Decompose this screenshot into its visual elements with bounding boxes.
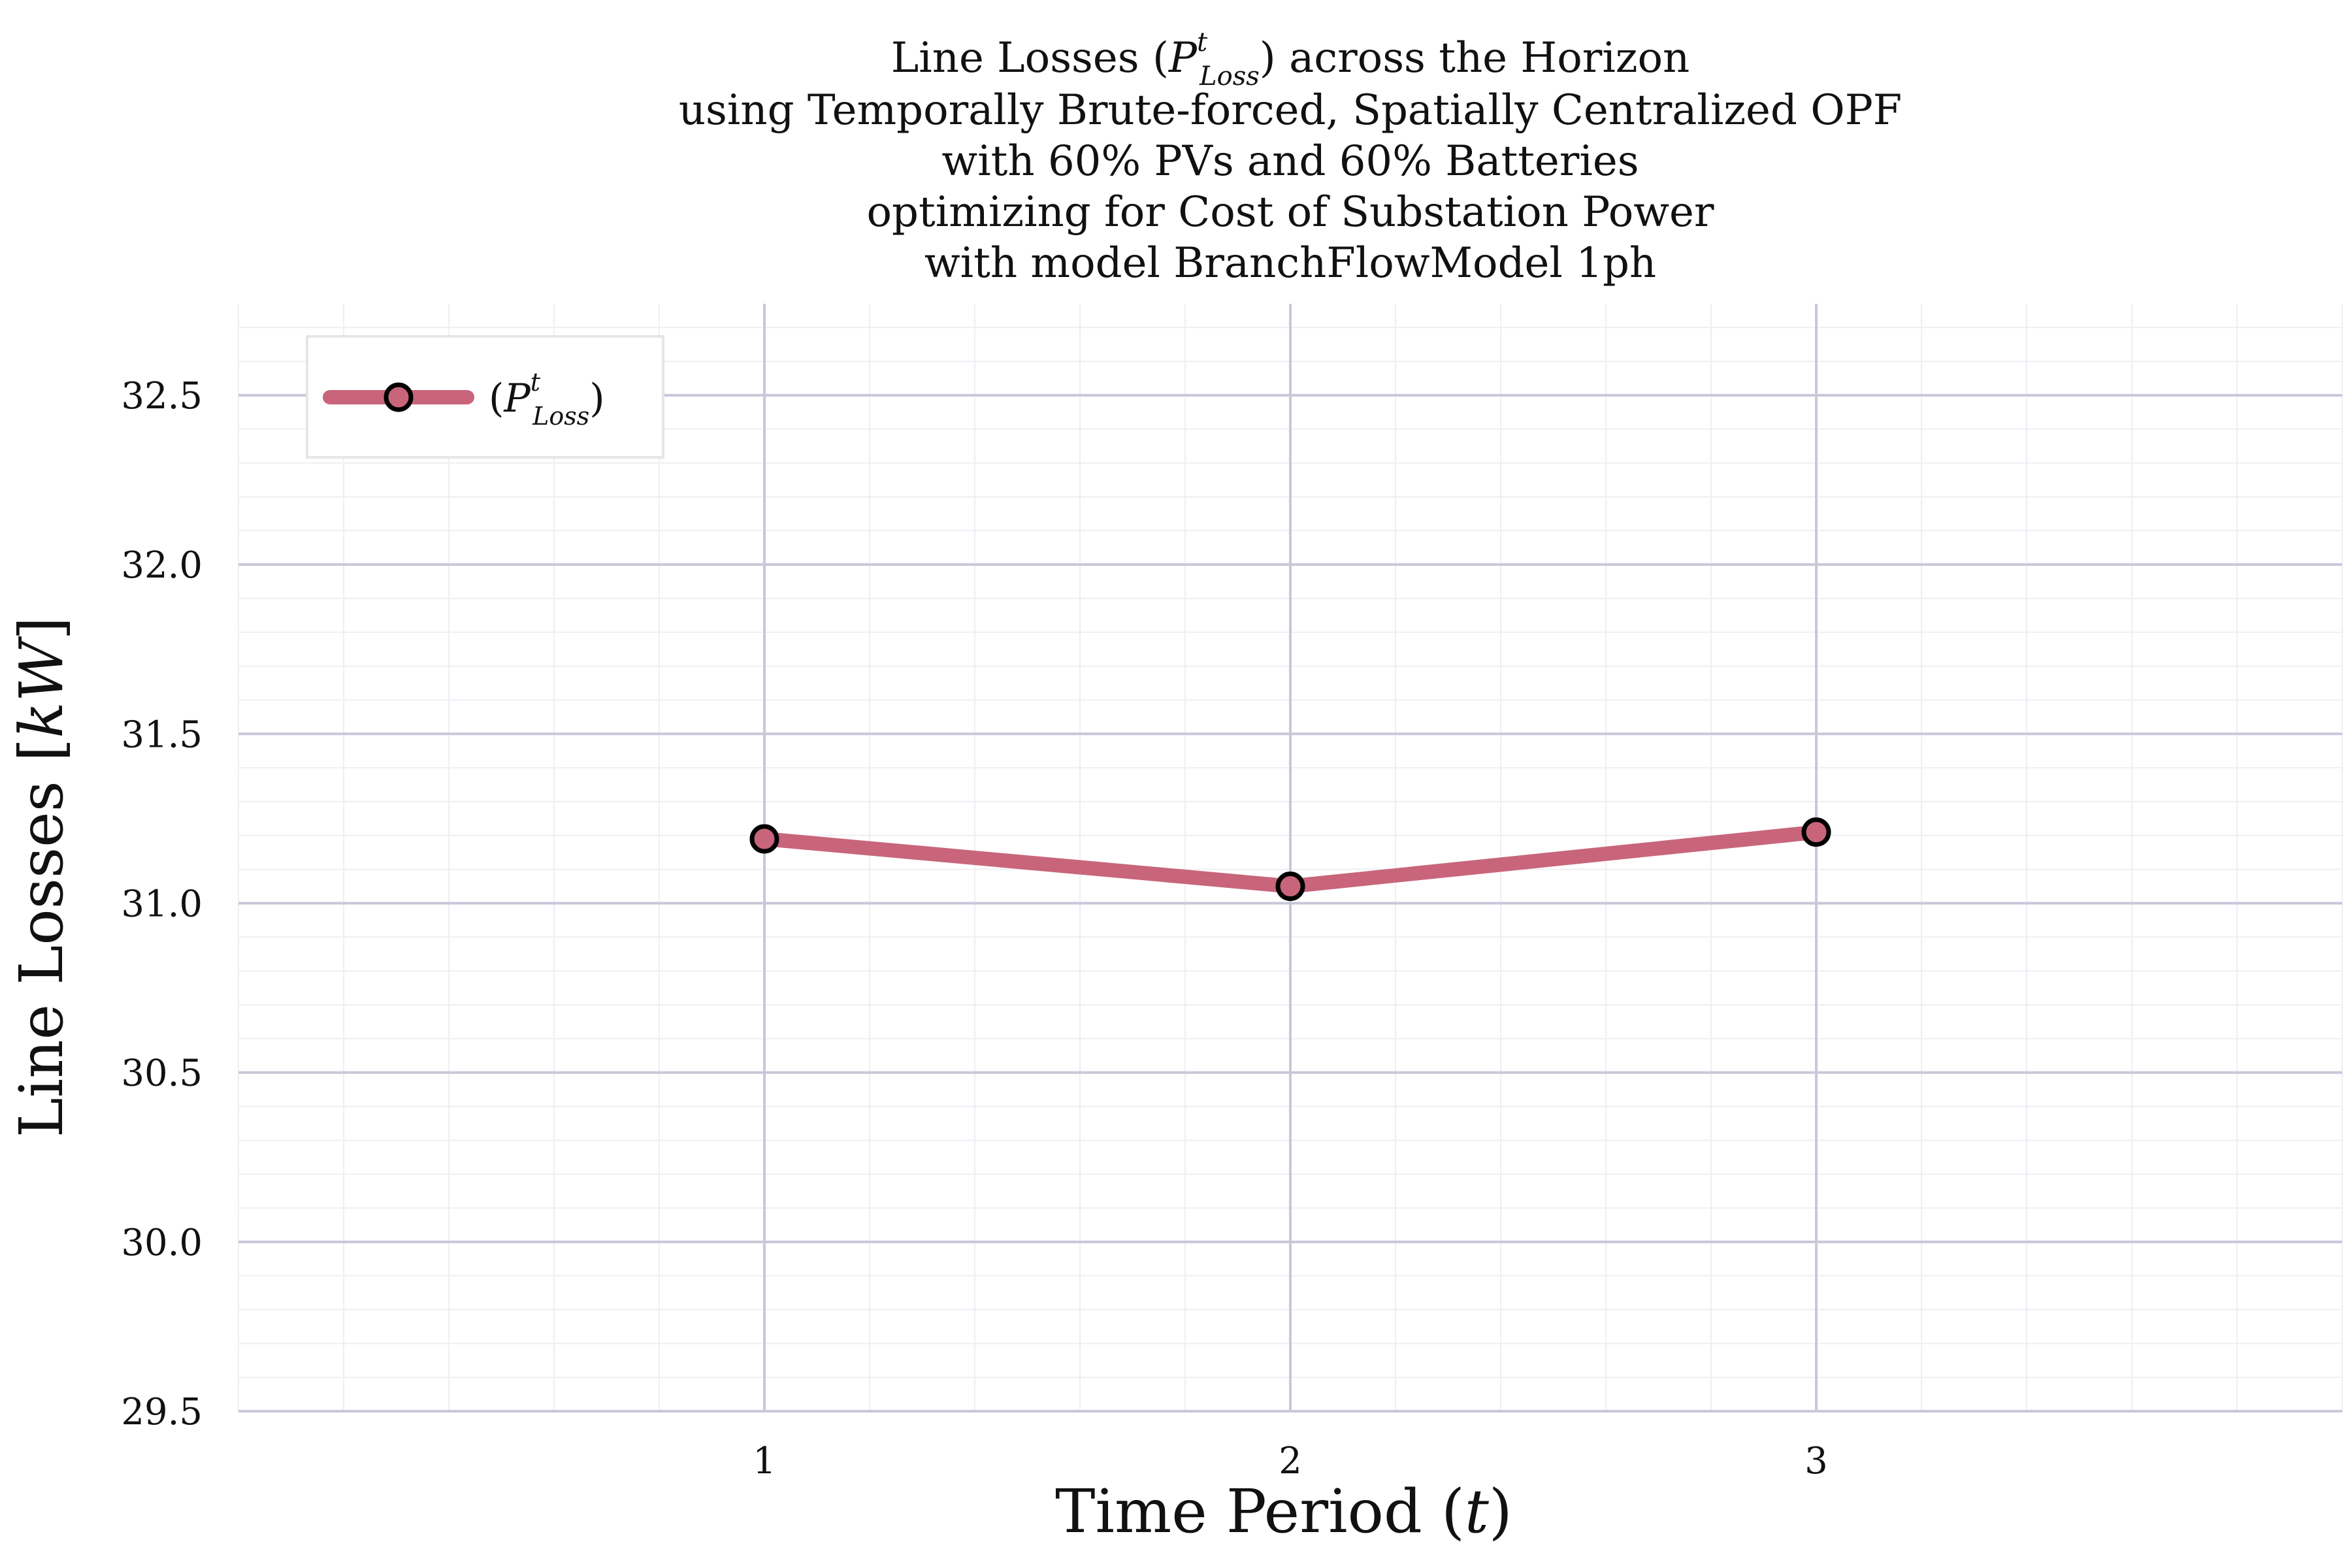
chart-title-line: optimizing for Cost of Substation Power — [867, 188, 1714, 237]
data-point — [749, 824, 779, 854]
x-tick-label: 2 — [1279, 1440, 1302, 1482]
legend-subscript: Loss — [532, 402, 589, 431]
axis-labels: Time Period (t) Line Losses [kW] — [7, 617, 1512, 1546]
x-tick-label: 1 — [753, 1440, 776, 1482]
x-axis-label: Time Period (t) — [1055, 1477, 1512, 1546]
x-tick-label: 3 — [1805, 1440, 1828, 1482]
title-symbol: P — [1168, 34, 1198, 82]
legend-label: (Pt Loss) — [489, 368, 605, 431]
y-tick-label: 30.0 — [121, 1222, 203, 1264]
y-tick-label: 31.0 — [121, 883, 203, 925]
y-axis-label-suffix: ] — [7, 617, 76, 640]
y-tick-label: 32.0 — [121, 544, 203, 587]
data-point — [1275, 872, 1305, 902]
y-tick-label: 29.5 — [121, 1391, 203, 1433]
legend-open: ( — [489, 376, 504, 421]
chart-title-line: with 60% PVs and 60% Batteries — [941, 137, 1639, 186]
y-tick-label: 30.5 — [121, 1053, 203, 1095]
x-axis-label-symbol: t — [1465, 1477, 1490, 1546]
y-axis-label-prefix: Line Losses [ — [7, 738, 76, 1137]
x-tick-labels: 1 2 3 — [753, 1440, 1828, 1482]
y-tick-label: 31.5 — [121, 713, 203, 756]
data-point — [1801, 817, 1831, 847]
legend-close: ) — [589, 376, 604, 421]
chart-title-line: Line Losses (Pt Loss) across the Horizon — [891, 27, 1690, 91]
title-superscript: t — [1197, 27, 1208, 57]
title-suffix: ) across the Horizon — [1260, 34, 1690, 82]
legend: (Pt Loss) — [306, 335, 664, 459]
legend-marker — [384, 382, 414, 412]
chart-title-line: with model BranchFlowModel 1ph — [924, 239, 1656, 287]
y-axis-label: Line Losses [kW] — [7, 617, 76, 1137]
legend-superscript: t — [531, 368, 541, 397]
chart-title-line: using Temporally Brute-forced, Spatially… — [679, 86, 1902, 135]
series-layer — [749, 817, 1831, 902]
legend-symbol: P — [503, 376, 531, 421]
title-prefix: Line Losses ( — [891, 34, 1169, 82]
title-subscript: Loss — [1199, 61, 1260, 91]
x-axis-label-suffix: ) — [1489, 1477, 1512, 1546]
x-axis-label-prefix: Time Period ( — [1055, 1477, 1465, 1546]
y-tick-labels: 29.5 30.0 30.5 31.0 31.5 32.0 32.5 — [121, 375, 203, 1433]
chart-title: Line Losses (Pt Loss) across the Horizonu… — [679, 27, 1902, 287]
y-tick-label: 32.5 — [121, 375, 203, 417]
y-axis-label-symbol: kW — [7, 636, 76, 738]
